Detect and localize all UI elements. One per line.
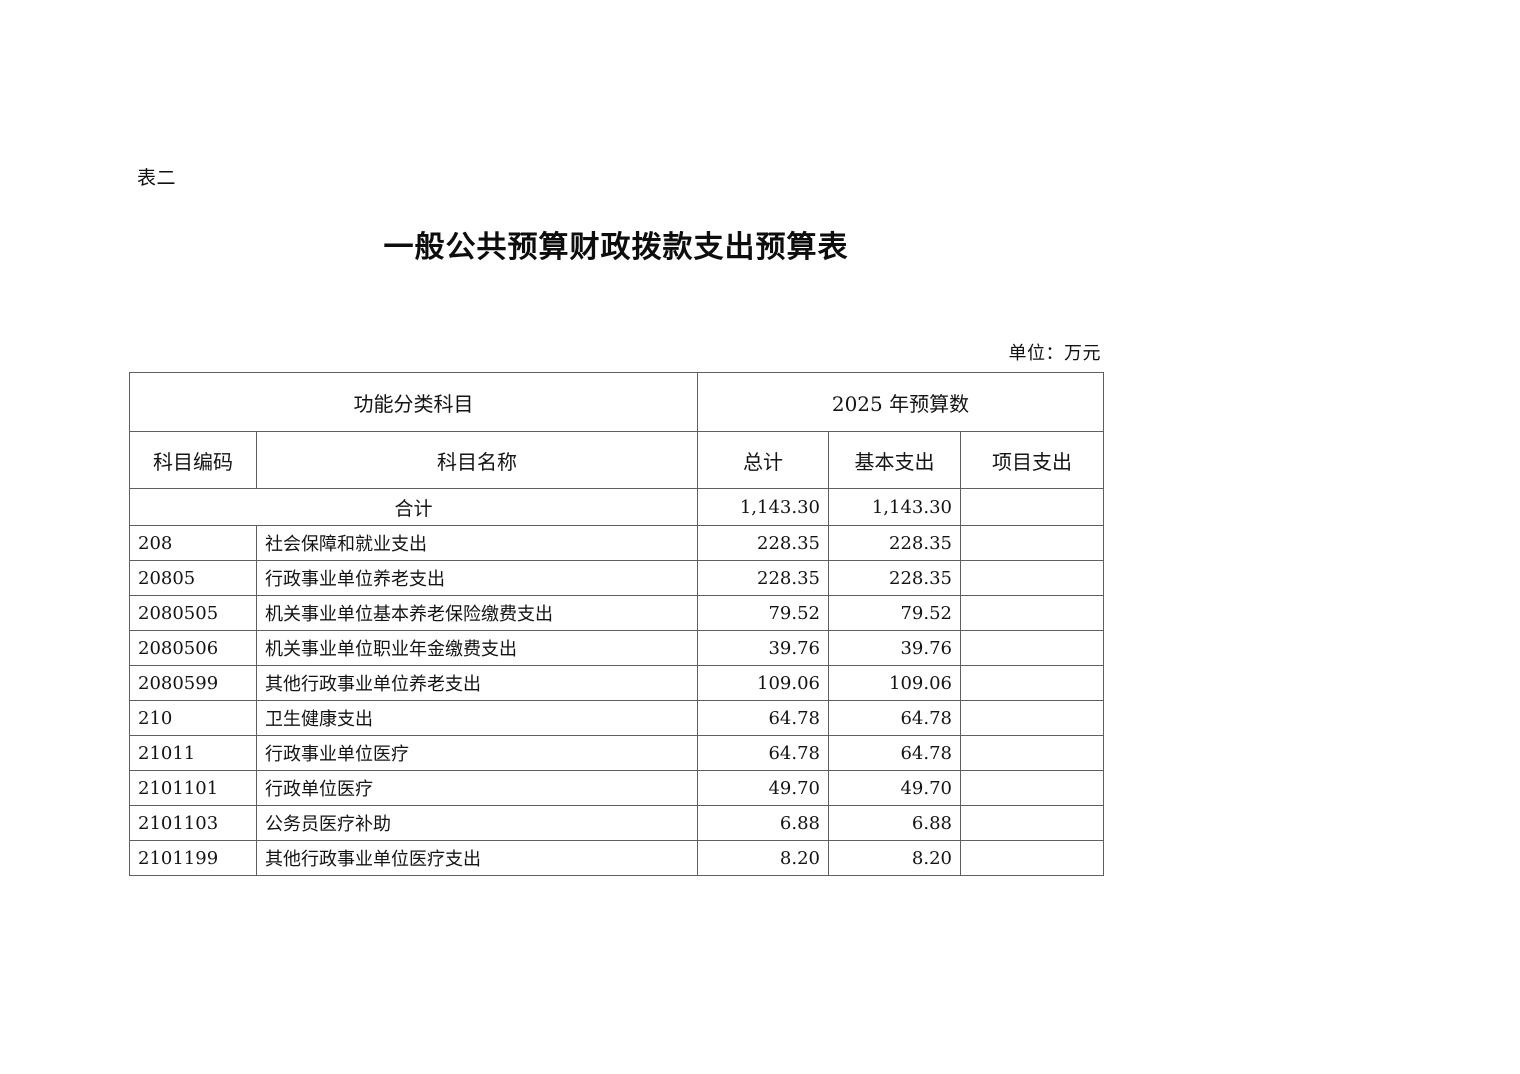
cell-project-expenditure — [960, 595, 1104, 631]
cell-subject-name: 社会保障和就业支出 — [256, 525, 698, 561]
cell-basic-expenditure: 39.76 — [828, 630, 961, 666]
cell-total: 79.52 — [697, 595, 829, 631]
table-header: 功能分类科目 2025 年预算数 科目编码 科目名称 总计 基本支出 项目支出 — [129, 372, 1104, 489]
cell-project-expenditure — [960, 630, 1104, 666]
table-row-grand-total: 合计 1,143.30 1,143.30 — [129, 488, 1104, 526]
grand-total-value-project — [960, 488, 1104, 526]
cell-subject-code: 2080506 — [129, 630, 257, 666]
cell-subject-name: 其他行政事业单位养老支出 — [256, 665, 698, 701]
cell-basic-expenditure: 79.52 — [828, 595, 961, 631]
cell-basic-expenditure: 228.35 — [828, 560, 961, 596]
cell-subject-name: 卫生健康支出 — [256, 700, 698, 736]
cell-project-expenditure — [960, 840, 1104, 876]
cell-total: 228.35 — [697, 525, 829, 561]
table-row: 2101199 其他行政事业单位医疗支出 8.20 8.20 — [129, 840, 1104, 876]
grand-total-value-total: 1,143.30 — [697, 488, 829, 526]
cell-project-expenditure — [960, 770, 1104, 806]
cell-subject-code: 2080599 — [129, 665, 257, 701]
header-functional-category-group: 功能分类科目 — [129, 372, 698, 432]
cell-subject-code: 2080505 — [129, 595, 257, 631]
cell-subject-code: 210 — [129, 700, 257, 736]
cell-subject-name: 行政单位医疗 — [256, 770, 698, 806]
header-project-expenditure: 项目支出 — [960, 431, 1104, 489]
table-row: 2080505 机关事业单位基本养老保险缴费支出 79.52 79.52 — [129, 595, 1104, 631]
cell-basic-expenditure: 64.78 — [828, 735, 961, 771]
cell-subject-name: 机关事业单位基本养老保险缴费支出 — [256, 595, 698, 631]
grand-total-value-basic: 1,143.30 — [828, 488, 961, 526]
table-row: 21011 行政事业单位医疗 64.78 64.78 — [129, 735, 1104, 771]
cell-total: 64.78 — [697, 700, 829, 736]
cell-subject-code: 2101101 — [129, 770, 257, 806]
cell-basic-expenditure: 109.06 — [828, 665, 961, 701]
table-row: 20805 行政事业单位养老支出 228.35 228.35 — [129, 560, 1104, 596]
cell-project-expenditure — [960, 700, 1104, 736]
cell-total: 8.20 — [697, 840, 829, 876]
cell-subject-code: 20805 — [129, 560, 257, 596]
table-row: 210 卫生健康支出 64.78 64.78 — [129, 700, 1104, 736]
header-subject-name: 科目名称 — [256, 431, 698, 489]
table-row: 2101103 公务员医疗补助 6.88 6.88 — [129, 805, 1104, 841]
cell-project-expenditure — [960, 560, 1104, 596]
cell-subject-code: 2101199 — [129, 840, 257, 876]
cell-subject-name: 行政事业单位医疗 — [256, 735, 698, 771]
unit-note: 单位：万元 — [1008, 343, 1101, 364]
cell-basic-expenditure: 64.78 — [828, 700, 961, 736]
cell-subject-name: 其他行政事业单位医疗支出 — [256, 840, 698, 876]
grand-total-label: 合计 — [129, 488, 698, 526]
cell-project-expenditure — [960, 525, 1104, 561]
cell-project-expenditure — [960, 805, 1104, 841]
cell-basic-expenditure: 6.88 — [828, 805, 961, 841]
cell-total: 109.06 — [697, 665, 829, 701]
header-basic-expenditure: 基本支出 — [828, 431, 961, 489]
cell-subject-name: 行政事业单位养老支出 — [256, 560, 698, 596]
cell-total: 228.35 — [697, 560, 829, 596]
budget-table: 功能分类科目 2025 年预算数 科目编码 科目名称 总计 基本支出 项目支出 … — [129, 372, 1104, 876]
cell-project-expenditure — [960, 735, 1104, 771]
cell-basic-expenditure: 228.35 — [828, 525, 961, 561]
header-budget-year-group: 2025 年预算数 — [697, 372, 1104, 432]
cell-total: 49.70 — [697, 770, 829, 806]
cell-subject-name: 机关事业单位职业年金缴费支出 — [256, 630, 698, 666]
table-body: 合计 1,143.30 1,143.30 208 社会保障和就业支出 228.35 2… — [129, 488, 1104, 876]
sheet-label: 表二 — [137, 167, 177, 189]
table-row: 208 社会保障和就业支出 228.35 228.35 — [129, 525, 1104, 561]
cell-total: 6.88 — [697, 805, 829, 841]
header-subject-code: 科目编码 — [129, 431, 257, 489]
table-header-row-group: 功能分类科目 2025 年预算数 — [129, 372, 1104, 432]
cell-basic-expenditure: 49.70 — [828, 770, 961, 806]
cell-total: 39.76 — [697, 630, 829, 666]
cell-total: 64.78 — [697, 735, 829, 771]
header-total: 总计 — [697, 431, 829, 489]
table-header-row-columns: 科目编码 科目名称 总计 基本支出 项目支出 — [129, 431, 1104, 489]
page-title: 一般公共预算财政拨款支出预算表 — [383, 230, 849, 265]
cell-subject-code: 21011 — [129, 735, 257, 771]
cell-subject-code: 208 — [129, 525, 257, 561]
cell-basic-expenditure: 8.20 — [828, 840, 961, 876]
cell-subject-code: 2101103 — [129, 805, 257, 841]
cell-project-expenditure — [960, 665, 1104, 701]
table-row: 2080599 其他行政事业单位养老支出 109.06 109.06 — [129, 665, 1104, 701]
table-row: 2080506 机关事业单位职业年金缴费支出 39.76 39.76 — [129, 630, 1104, 666]
cell-subject-name: 公务员医疗补助 — [256, 805, 698, 841]
table-row: 2101101 行政单位医疗 49.70 49.70 — [129, 770, 1104, 806]
